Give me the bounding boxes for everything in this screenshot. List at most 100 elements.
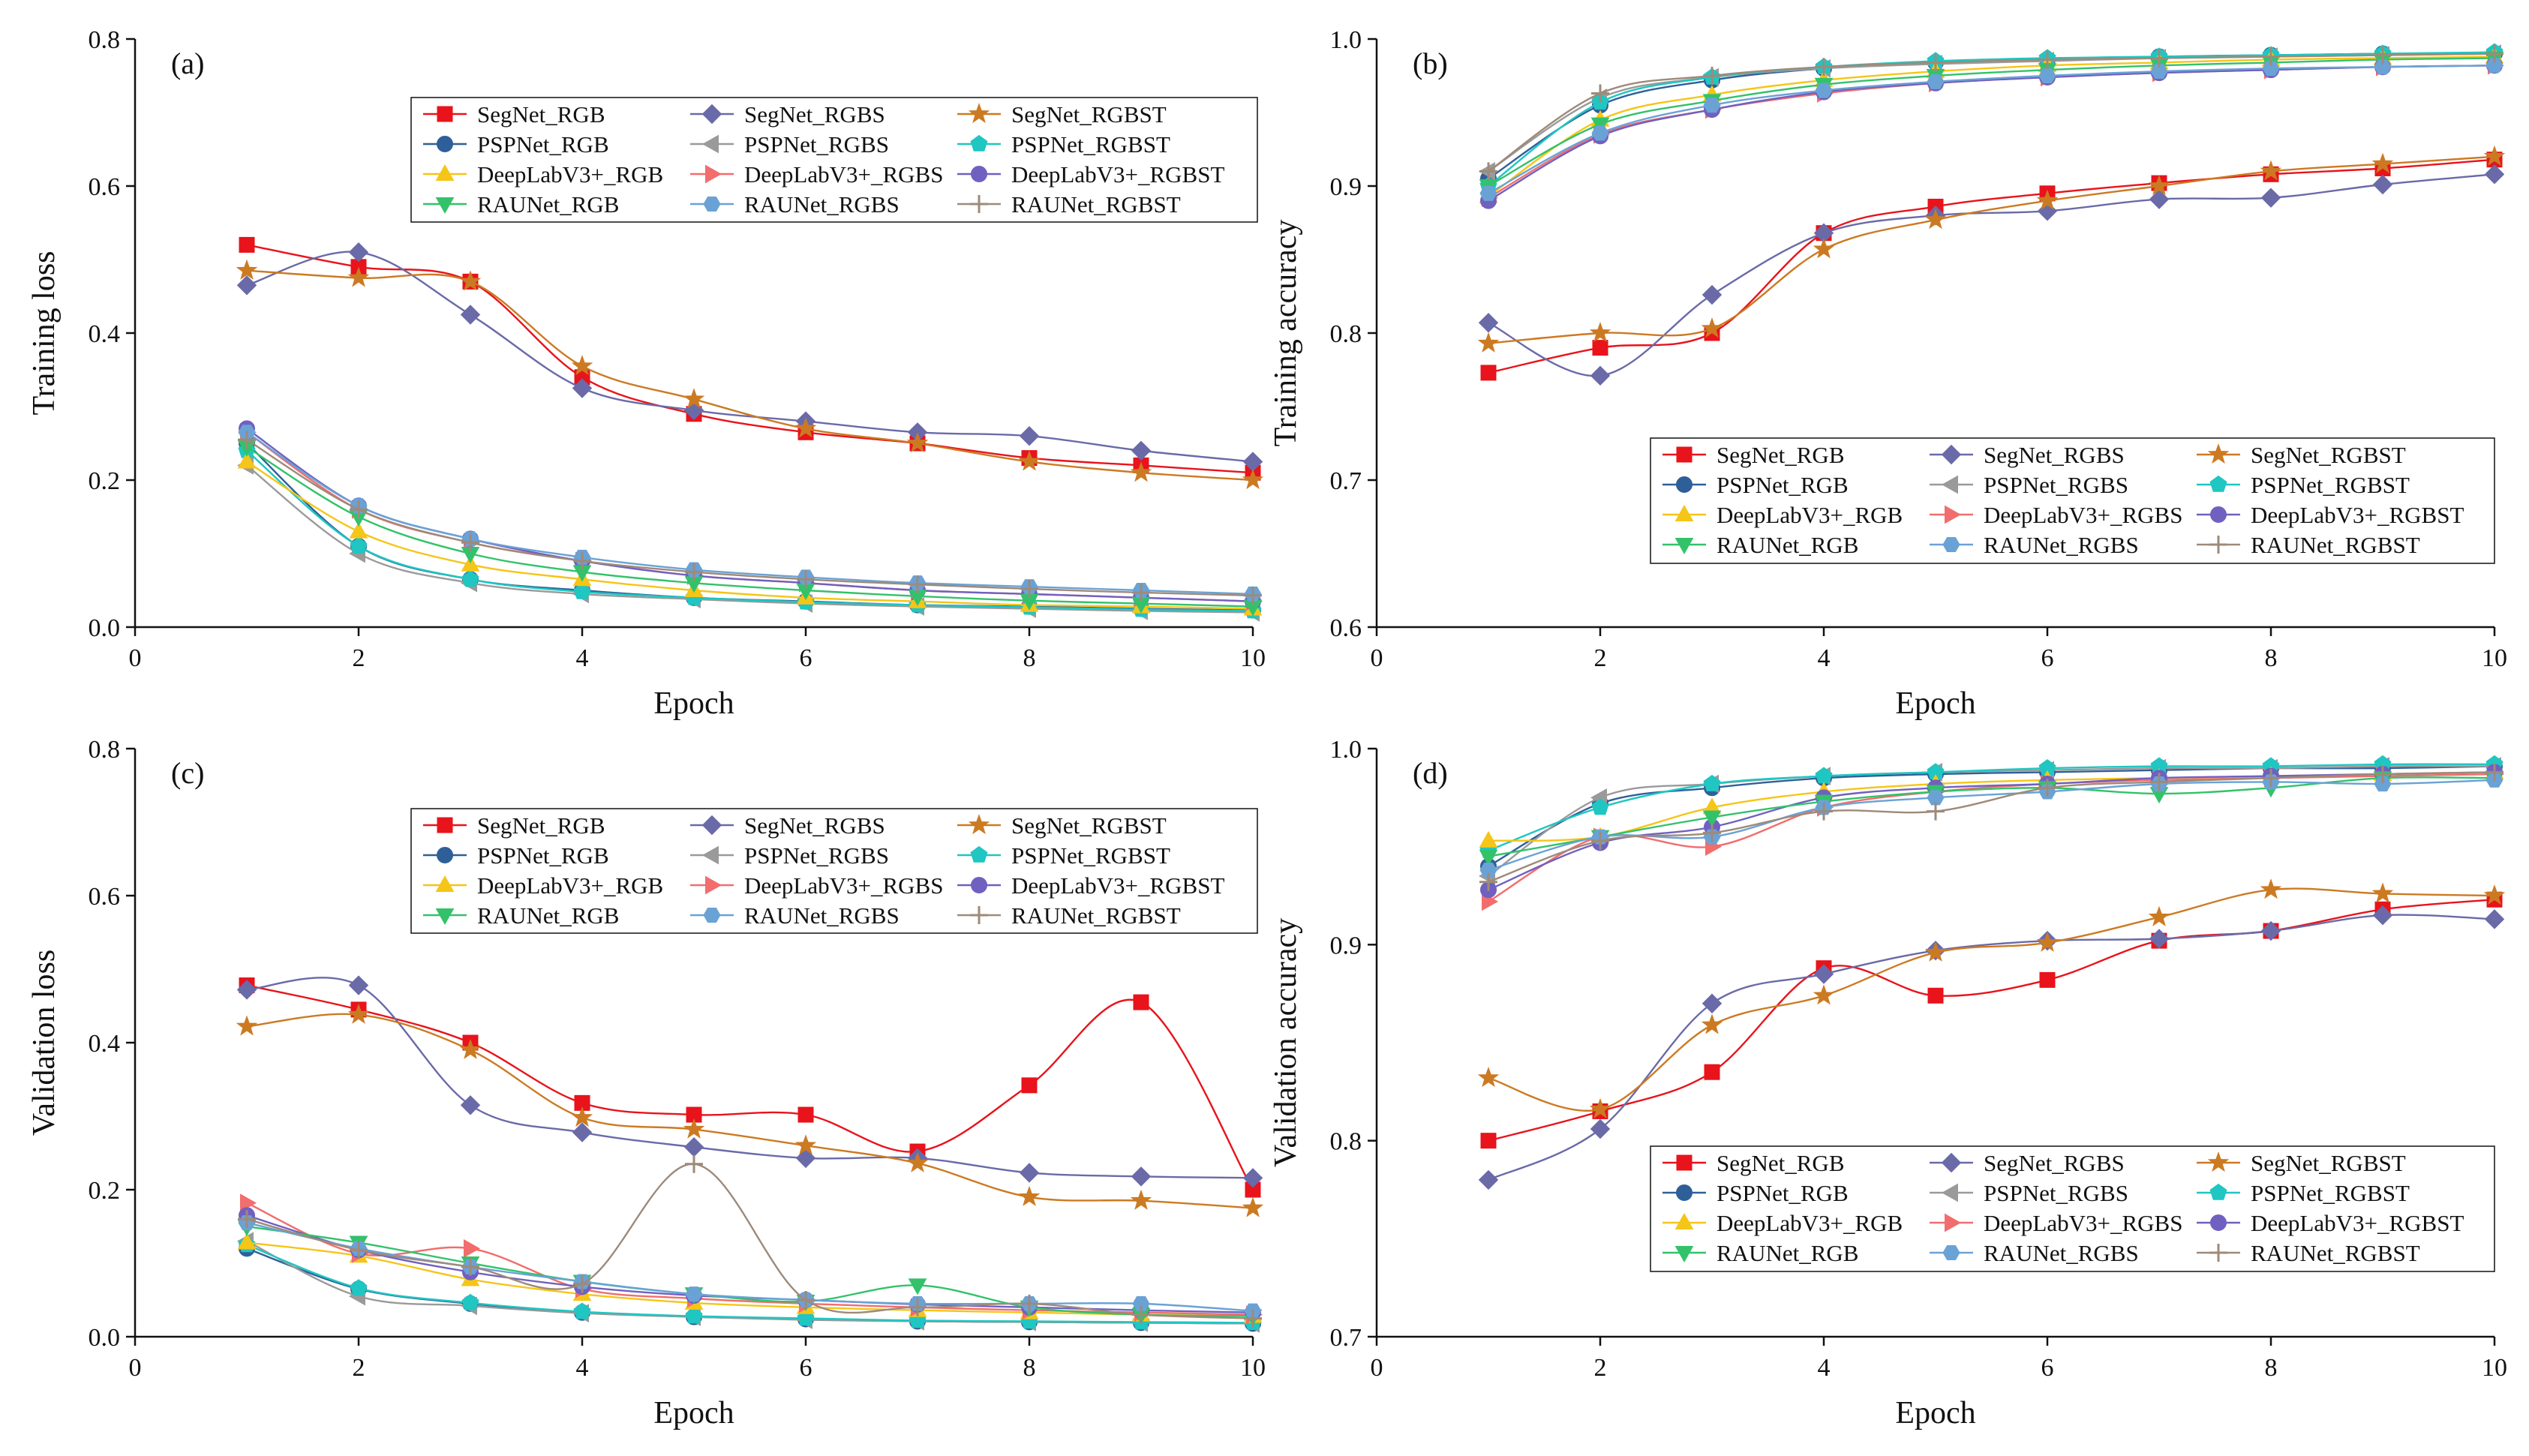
legend-label: DeepLabV3+_RGBST: [1011, 872, 1224, 899]
data-point-segnet-rgb: [239, 236, 255, 253]
x-tick-label: 10: [1240, 1354, 1266, 1382]
data-point-segnet-rgbs: [1702, 284, 1723, 305]
data-point-segnet-rgbst: [683, 388, 705, 409]
data-point-raunet-rgbs: [2038, 68, 2056, 84]
data-point-segnet-rgbst: [1477, 1067, 1500, 1088]
data-point-segnet-rgb: [1927, 987, 1944, 1004]
data-point-segnet-rgbst: [2483, 145, 2506, 166]
series-deeplabv3-rgbs: [1482, 764, 2505, 911]
series-line-segnet-rgbs: [246, 977, 1254, 1179]
data-point-deeplabv3-rgb: [237, 1232, 257, 1250]
legend-marker-raunet-rgbs: [1942, 1244, 1960, 1261]
legend-marker-pspnet-rgbst: [970, 845, 988, 863]
panel-d: 0 2 4 6 8 10 0.7 0.8 0.9 1.0 Epoch Validation accur…: [1269, 736, 2507, 1430]
legend-marker-deeplabv3-rgbst: [971, 166, 987, 182]
data-point-raunet-rgbst: [1020, 1294, 1038, 1313]
series-pspnet-rgbs: [1478, 44, 2501, 181]
data-point-segnet-rgbst: [1701, 317, 1723, 338]
series-line-raunet-rgb: [1488, 57, 2495, 188]
data-point-segnet-rgbs: [572, 1122, 593, 1142]
legend-marker-deeplabv3-rgbst: [971, 877, 987, 893]
legend-label: SegNet_RGBS: [1984, 442, 2125, 468]
legend-label: SegNet_RGBST: [1011, 101, 1167, 128]
legend-item-segnet-rgbst: SegNet_RGBST: [2197, 442, 2406, 468]
series-line-raunet-rgb: [1488, 776, 2495, 857]
x-axis-label: Epoch: [653, 686, 734, 721]
legend-item-pspnet-rgb: PSPNet_RGB: [1662, 1180, 1849, 1206]
data-point-raunet-rgbs: [1479, 185, 1497, 201]
data-point-segnet-rgbst: [1924, 209, 1947, 230]
legend-box: [410, 97, 1258, 223]
data-point-segnet-rgbs: [348, 975, 369, 995]
series-line-segnet-rgbst: [1488, 155, 2495, 344]
data-point-segnet-rgbs: [236, 980, 257, 1000]
legend-marker-raunet-rgbst: [2209, 536, 2227, 554]
data-point-raunet-rgbst: [2150, 773, 2168, 791]
legend-label: DeepLabV3+_RGBST: [2251, 1210, 2464, 1236]
legend: SegNet_RGB SegNet_RGBS SegNet_RGBST PSPNet_…: [410, 97, 1258, 223]
legend-item-raunet-rgbs: RAUNet_RGBS: [690, 191, 900, 218]
legend-label: PSPNet_RGB: [1717, 1180, 1849, 1206]
data-point-segnet-rgbst: [2260, 160, 2282, 181]
legend-item-pspnet-rgb: PSPNet_RGB: [423, 842, 609, 869]
data-point-segnet-rgbs: [2372, 174, 2393, 195]
x-tick-label: 2: [1594, 1354, 1607, 1382]
legend-item-deeplabv3-rgb: DeepLabV3+_RGB: [423, 872, 663, 899]
data-point-raunet-rgbst: [573, 1274, 591, 1293]
legend-marker-deeplabv3-rgbst: [2210, 506, 2227, 523]
data-point-pspnet-rgbst: [461, 570, 479, 587]
legend-item-pspnet-rgbs: PSPNet_RGBS: [690, 131, 889, 158]
series-line-segnet-rgbst: [1488, 887, 2495, 1112]
legend-label: RAUNet_RGBS: [744, 902, 900, 929]
panel-label: (c): [171, 756, 204, 790]
data-point-segnet-rgbst: [2483, 884, 2506, 905]
y-axis-label: Validation accuracy: [1269, 918, 1303, 1167]
legend-label: DeepLabV3+_RGB: [1717, 1210, 1903, 1236]
legend-item-segnet-rgbst: SegNet_RGBST: [957, 812, 1167, 839]
series-line-raunet-rgbst: [246, 1163, 1254, 1319]
legend-item-pspnet-rgbs: PSPNet_RGBS: [690, 842, 889, 869]
legend-item-raunet-rgbs: RAUNet_RGBS: [690, 902, 900, 929]
data-point-raunet-rgbs: [1132, 1295, 1150, 1311]
legend-marker-raunet-rgb: [1674, 538, 1694, 555]
series-segnet-rgbst: [1477, 145, 2506, 353]
legend-marker-pspnet-rgb: [1676, 1184, 1693, 1201]
legend-item-deeplabv3-rgbs: DeepLabV3+_RGBS: [690, 161, 943, 188]
data-point-segnet-rgbst: [1924, 941, 1947, 962]
legend-marker-segnet-rgbst: [968, 814, 990, 835]
data-point-segnet-rgbst: [2371, 152, 2394, 173]
legend-label: SegNet_RGBST: [2251, 1150, 2406, 1176]
series-raunet-rgbs: [238, 425, 1262, 602]
data-point-pspnet-rgbst: [461, 1293, 479, 1310]
data-point-segnet-rgbst: [571, 1106, 593, 1127]
legend-item-deeplabv3-rgbst: DeepLabV3+_RGBST: [957, 161, 1224, 188]
data-point-segnet-rgbs: [1478, 1169, 1499, 1190]
series-segnet-rgbst: [236, 259, 1264, 490]
x-tick-label: 2: [353, 1354, 365, 1382]
data-point-raunet-rgbst: [1132, 1305, 1150, 1324]
legend-marker-deeplabv3-rgbs: [705, 875, 722, 895]
legend-item-pspnet-rgbs: PSPNet_RGBS: [1930, 1180, 2128, 1206]
series-line-raunet-rgb: [246, 1225, 1254, 1317]
legend-item-segnet-rgbs: SegNet_RGBS: [690, 812, 885, 839]
y-tick-label: 0.2: [89, 1177, 121, 1205]
legend-box: [410, 808, 1258, 934]
legend-label: PSPNet_RGB: [477, 131, 609, 158]
legend-marker-deeplabv3-rgb: [1674, 1212, 1694, 1229]
data-point-segnet-rgbst: [1701, 1013, 1723, 1034]
series-line-pspnet-rgbst: [246, 449, 1254, 612]
data-point-segnet-rgbst: [459, 1038, 482, 1059]
legend-box: [1650, 1145, 2495, 1272]
x-axis-label: Epoch: [1895, 1396, 1975, 1430]
data-point-raunet-rgbst: [238, 431, 256, 449]
legend-label: PSPNet_RGBS: [744, 842, 889, 869]
data-point-segnet-rgbs: [460, 305, 481, 325]
panel-label: (d): [1413, 756, 1448, 790]
x-tick-label: 0: [1371, 644, 1383, 672]
x-tick-label: 6: [2041, 644, 2054, 672]
data-point-segnet-rgb: [1133, 994, 1149, 1010]
series-raunet-rgbst: [1479, 763, 2503, 891]
panel-a: 0 2 4 6 8 10 0.0 0.2 0.4 0.6 0.8 Epoch Training loss…: [27, 26, 1266, 721]
legend-label: RAUNet_RGBST: [1011, 902, 1181, 929]
series-segnet-rgb: [239, 236, 1261, 481]
